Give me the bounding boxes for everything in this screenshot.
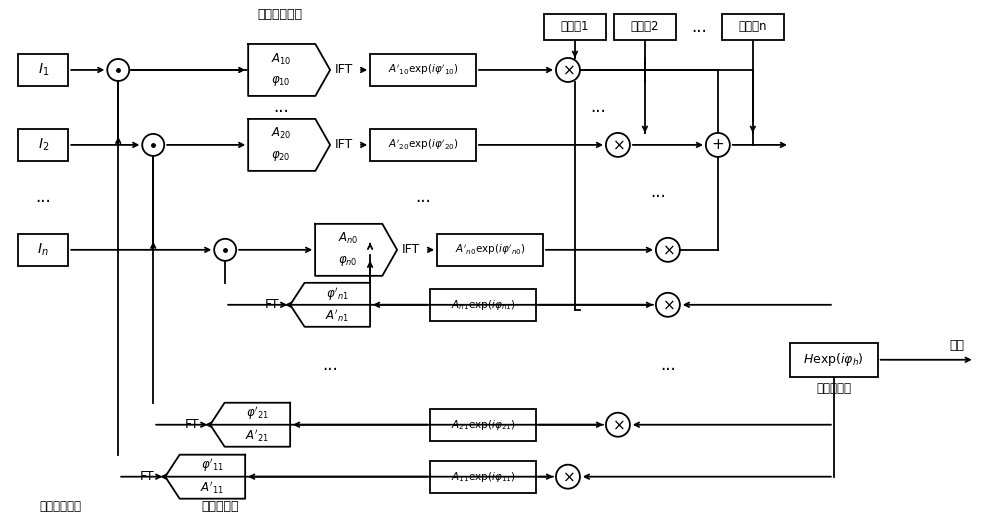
Circle shape <box>656 238 680 262</box>
Text: $A'_{n1}$: $A'_{n1}$ <box>325 307 349 324</box>
Text: $\varphi_{n0}$: $\varphi_{n0}$ <box>338 254 358 268</box>
Circle shape <box>556 465 580 489</box>
Text: 待计算复振幅: 待计算复振幅 <box>258 8 303 22</box>
Polygon shape <box>315 224 397 276</box>
Text: 复用码1: 复用码1 <box>561 21 589 33</box>
Text: 输出: 输出 <box>949 339 964 352</box>
Text: $A'_{20}\mathrm{exp}(i\varphi'_{20})$: $A'_{20}\mathrm{exp}(i\varphi'_{20})$ <box>388 138 458 152</box>
Text: $A_{11}\mathrm{exp}(i\varphi_{11})$: $A_{11}\mathrm{exp}(i\varphi_{11})$ <box>451 470 515 484</box>
Text: ...: ... <box>322 356 338 374</box>
Text: $\varphi_{20}$: $\varphi_{20}$ <box>271 149 291 163</box>
Text: $\varphi_{10}$: $\varphi_{10}$ <box>271 74 291 88</box>
Text: $A'_{11}$: $A'_{11}$ <box>200 479 224 496</box>
Text: $A_{n1}\mathrm{exp}(i\varphi_{n1})$: $A_{n1}\mathrm{exp}(i\varphi_{n1})$ <box>451 298 515 312</box>
Circle shape <box>107 59 129 81</box>
Text: 重建复振幅: 重建复振幅 <box>201 500 239 513</box>
Text: $\varphi'_{11}$: $\varphi'_{11}$ <box>201 457 224 474</box>
Text: $\varphi'_{21}$: $\varphi'_{21}$ <box>246 405 269 422</box>
Text: ...: ... <box>650 183 666 201</box>
Text: $I_2$: $I_2$ <box>38 136 49 153</box>
Text: FT: FT <box>140 470 155 483</box>
Circle shape <box>142 134 164 156</box>
Bar <box>18 234 68 266</box>
Circle shape <box>606 413 630 437</box>
Text: $H\mathrm{exp}(i\varphi_h)$: $H\mathrm{exp}(i\varphi_h)$ <box>803 351 864 368</box>
Text: ...: ... <box>415 188 431 207</box>
Text: IFT: IFT <box>335 63 353 76</box>
Text: $+$: $+$ <box>711 138 724 152</box>
Text: FT: FT <box>185 418 200 431</box>
Circle shape <box>606 133 630 157</box>
Bar <box>18 129 68 161</box>
Circle shape <box>656 293 680 317</box>
Bar <box>722 14 784 40</box>
Text: $I_n$: $I_n$ <box>37 242 49 258</box>
Text: $\times$: $\times$ <box>662 243 674 258</box>
Bar <box>430 409 536 441</box>
Bar <box>370 129 476 161</box>
Text: $\times$: $\times$ <box>612 138 624 152</box>
Text: $A_{10}$: $A_{10}$ <box>271 52 291 66</box>
Polygon shape <box>290 283 370 327</box>
Bar <box>370 54 476 86</box>
Text: ...: ... <box>691 18 707 36</box>
Text: $\times$: $\times$ <box>662 297 674 312</box>
Text: ...: ... <box>35 188 51 207</box>
Text: $A_{21}\mathrm{exp}(i\varphi_{21})$: $A_{21}\mathrm{exp}(i\varphi_{21})$ <box>451 418 515 432</box>
Text: $A_{n0}$: $A_{n0}$ <box>338 231 358 246</box>
Text: 复用码2: 复用码2 <box>631 21 659 33</box>
Bar <box>790 343 878 377</box>
Text: $A'_{n0}\mathrm{exp}(i\varphi'_{n0})$: $A'_{n0}\mathrm{exp}(i\varphi'_{n0})$ <box>455 243 525 257</box>
Bar <box>437 234 543 266</box>
Text: 计算全息图: 计算全息图 <box>816 382 851 395</box>
Text: IFT: IFT <box>402 243 420 256</box>
Bar <box>614 14 676 40</box>
Text: ...: ... <box>590 98 606 116</box>
Polygon shape <box>210 403 290 447</box>
Text: IFT: IFT <box>335 139 353 151</box>
Text: $A_{20}$: $A_{20}$ <box>271 126 291 142</box>
Text: $A'_{10}\mathrm{exp}(i\varphi'_{10})$: $A'_{10}\mathrm{exp}(i\varphi'_{10})$ <box>388 63 458 77</box>
Text: ...: ... <box>660 356 676 374</box>
Circle shape <box>556 58 580 82</box>
Text: $I_1$: $I_1$ <box>38 62 49 78</box>
Polygon shape <box>248 119 330 171</box>
Text: 目标光学信息: 目标光学信息 <box>39 500 81 513</box>
Text: $\times$: $\times$ <box>562 469 574 484</box>
Bar <box>18 54 68 86</box>
Circle shape <box>214 239 236 261</box>
Text: 复用码n: 复用码n <box>739 21 767 33</box>
Text: $\varphi'_{n1}$: $\varphi'_{n1}$ <box>326 285 348 302</box>
Polygon shape <box>165 455 245 499</box>
Text: $\times$: $\times$ <box>562 62 574 77</box>
Circle shape <box>706 133 730 157</box>
Polygon shape <box>248 44 330 96</box>
Text: $A'_{21}$: $A'_{21}$ <box>245 427 269 444</box>
Text: $\times$: $\times$ <box>612 417 624 432</box>
Text: ...: ... <box>273 98 289 116</box>
Bar <box>544 14 606 40</box>
Bar <box>430 461 536 493</box>
Text: FT: FT <box>265 298 279 311</box>
Bar <box>430 289 536 321</box>
